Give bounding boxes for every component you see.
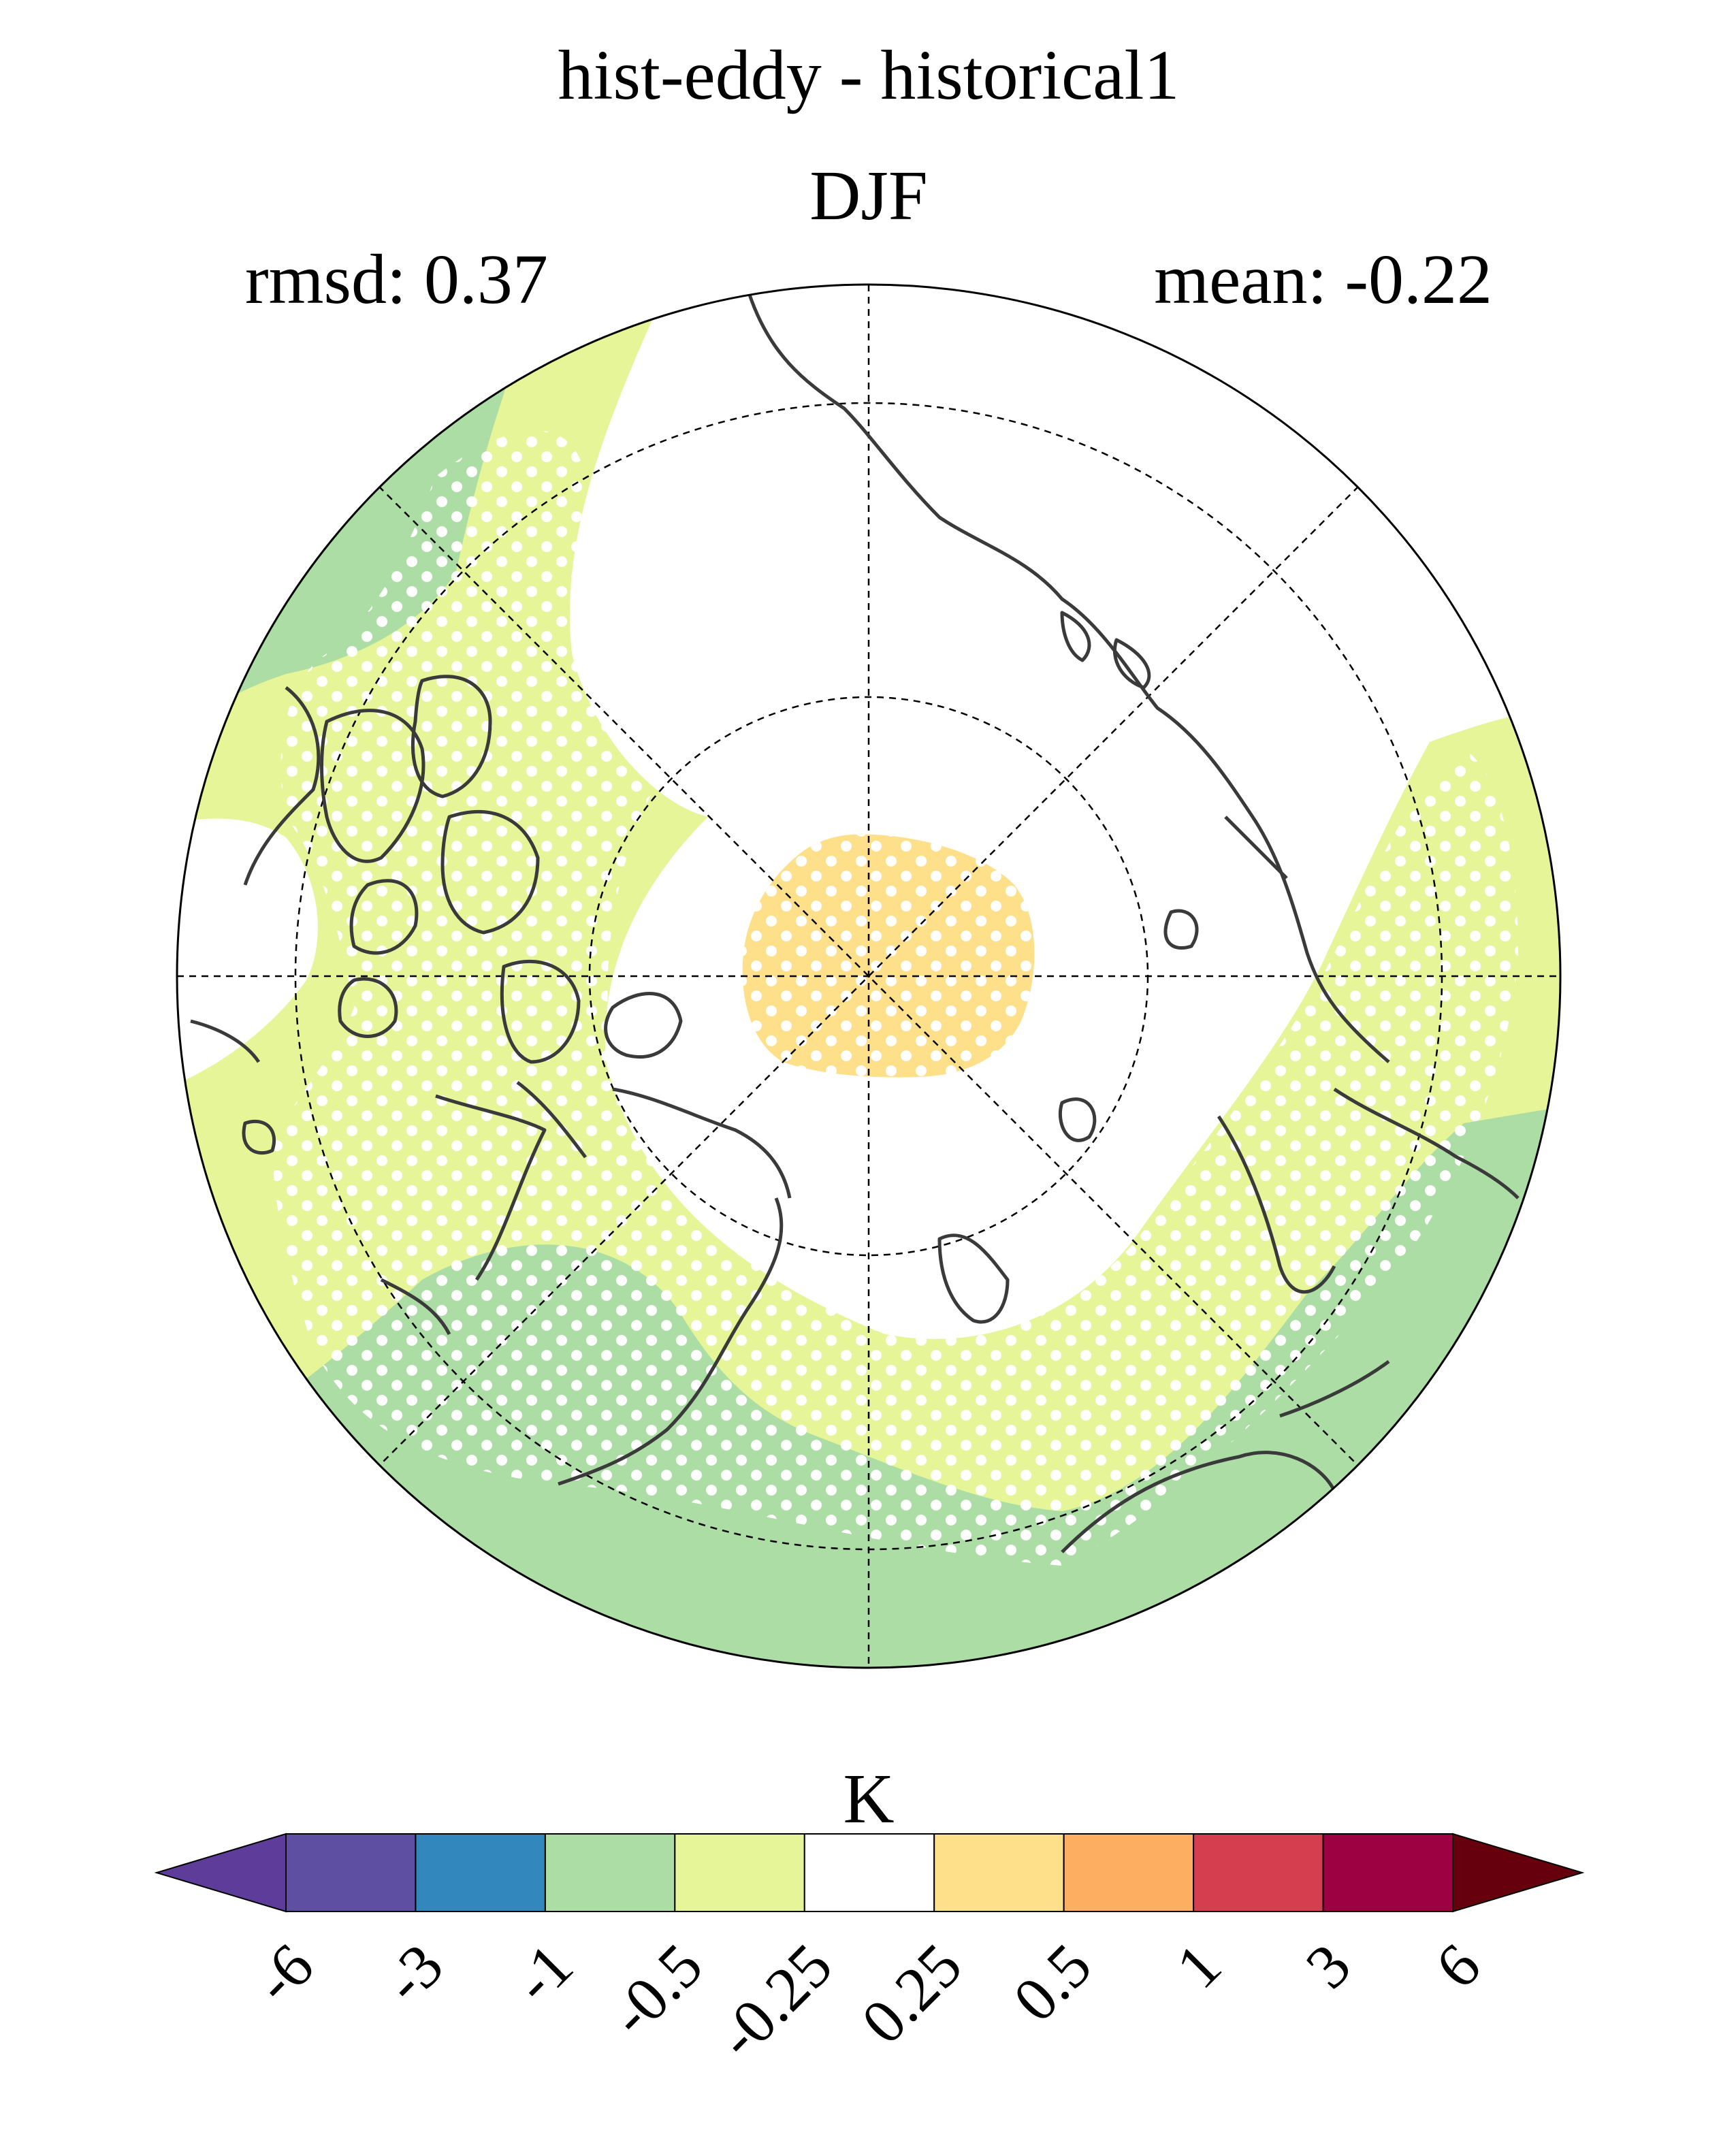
contour-band-green-lower	[177, 1103, 1560, 1668]
colorbar-segment	[933, 1833, 1065, 1912]
colorbar-tick-label: 0.5	[1000, 1931, 1104, 2035]
colorbar-segment	[803, 1833, 935, 1912]
colorbar-tick-label: 3	[1293, 1931, 1364, 2002]
colorbar-segment	[415, 1833, 546, 1912]
colorbar-tick-label: -6	[240, 1931, 326, 2016]
rmsd-label: rmsd: 0.37	[245, 240, 548, 319]
figure-title: hist-eddy - historical1	[558, 36, 1180, 114]
colorbar-tick-label: -0.5	[596, 1931, 716, 2050]
colorbar-tick-label: -3	[370, 1931, 456, 2016]
polar-map	[177, 285, 1560, 1668]
colorbar-segment	[285, 1833, 417, 1912]
colorbar-extend-low	[154, 1833, 287, 1913]
colorbar-tick-label: 6	[1422, 1931, 1494, 2002]
colorbar-segment	[1193, 1833, 1324, 1912]
colorbar-tick-label: 0.25	[848, 1931, 975, 2057]
coastlines	[190, 292, 1520, 1553]
map-boundary	[176, 283, 1562, 1669]
season-label: DJF	[809, 157, 927, 235]
graticule	[177, 285, 1560, 1668]
colorbar: -6 -3 -1 -0.5-0.25 0.25 0.5 1 3 6	[154, 1833, 1585, 2072]
colorbar-segment	[544, 1833, 676, 1912]
colorbar-tick-label: -0.25	[704, 1931, 846, 2072]
colorbar-unit: K	[843, 1760, 894, 1838]
colorbar-tick-label: 1	[1163, 1931, 1234, 2002]
colorbar-segment	[1322, 1833, 1453, 1912]
colorbar-tick-label: -1	[500, 1931, 585, 2016]
colorbar-segment	[674, 1833, 805, 1912]
colorbar-segment	[1063, 1833, 1195, 1912]
colorbar-extend-high	[1452, 1833, 1585, 1913]
mean-label: mean: -0.22	[1154, 240, 1492, 319]
